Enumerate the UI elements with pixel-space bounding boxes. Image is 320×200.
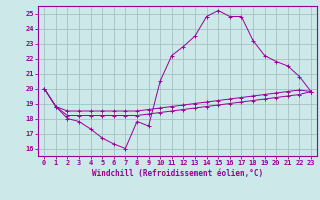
X-axis label: Windchill (Refroidissement éolien,°C): Windchill (Refroidissement éolien,°C)	[92, 169, 263, 178]
